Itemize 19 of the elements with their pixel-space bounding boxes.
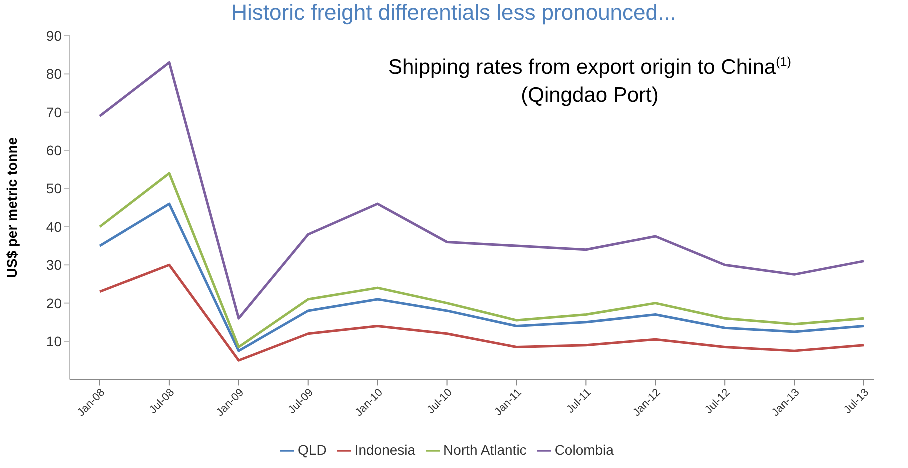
y-axis-title: US$ per metric tonne	[4, 137, 20, 278]
text: Shipping rates from export origin to China$^{(1)}$ (Qingdao Port)	[388, 55, 792, 107]
legend-label: North Atlantic	[444, 442, 527, 458]
y-tick-label: 10	[46, 333, 62, 350]
line-series	[98, 264, 866, 362]
y-tick-label: 50	[46, 180, 62, 197]
y-tick-label: 60	[46, 142, 62, 159]
y-tick-label: 80	[46, 66, 62, 82]
y-tick-label: 70	[46, 104, 62, 120]
line-series	[98, 202, 866, 352]
chart-title: Historic freight differentials less pronounced...	[230, 0, 678, 26]
y-tick-label: 30	[46, 257, 62, 274]
legend-label: QLD	[298, 442, 327, 458]
legend-label: Colombia	[554, 442, 614, 458]
y-tick-label: 20	[46, 295, 62, 312]
legend-label: Indonesia	[354, 442, 416, 458]
y-tick-label: 40	[46, 218, 62, 235]
line-series	[98, 172, 866, 348]
y-tick-label: 90	[46, 28, 62, 44]
